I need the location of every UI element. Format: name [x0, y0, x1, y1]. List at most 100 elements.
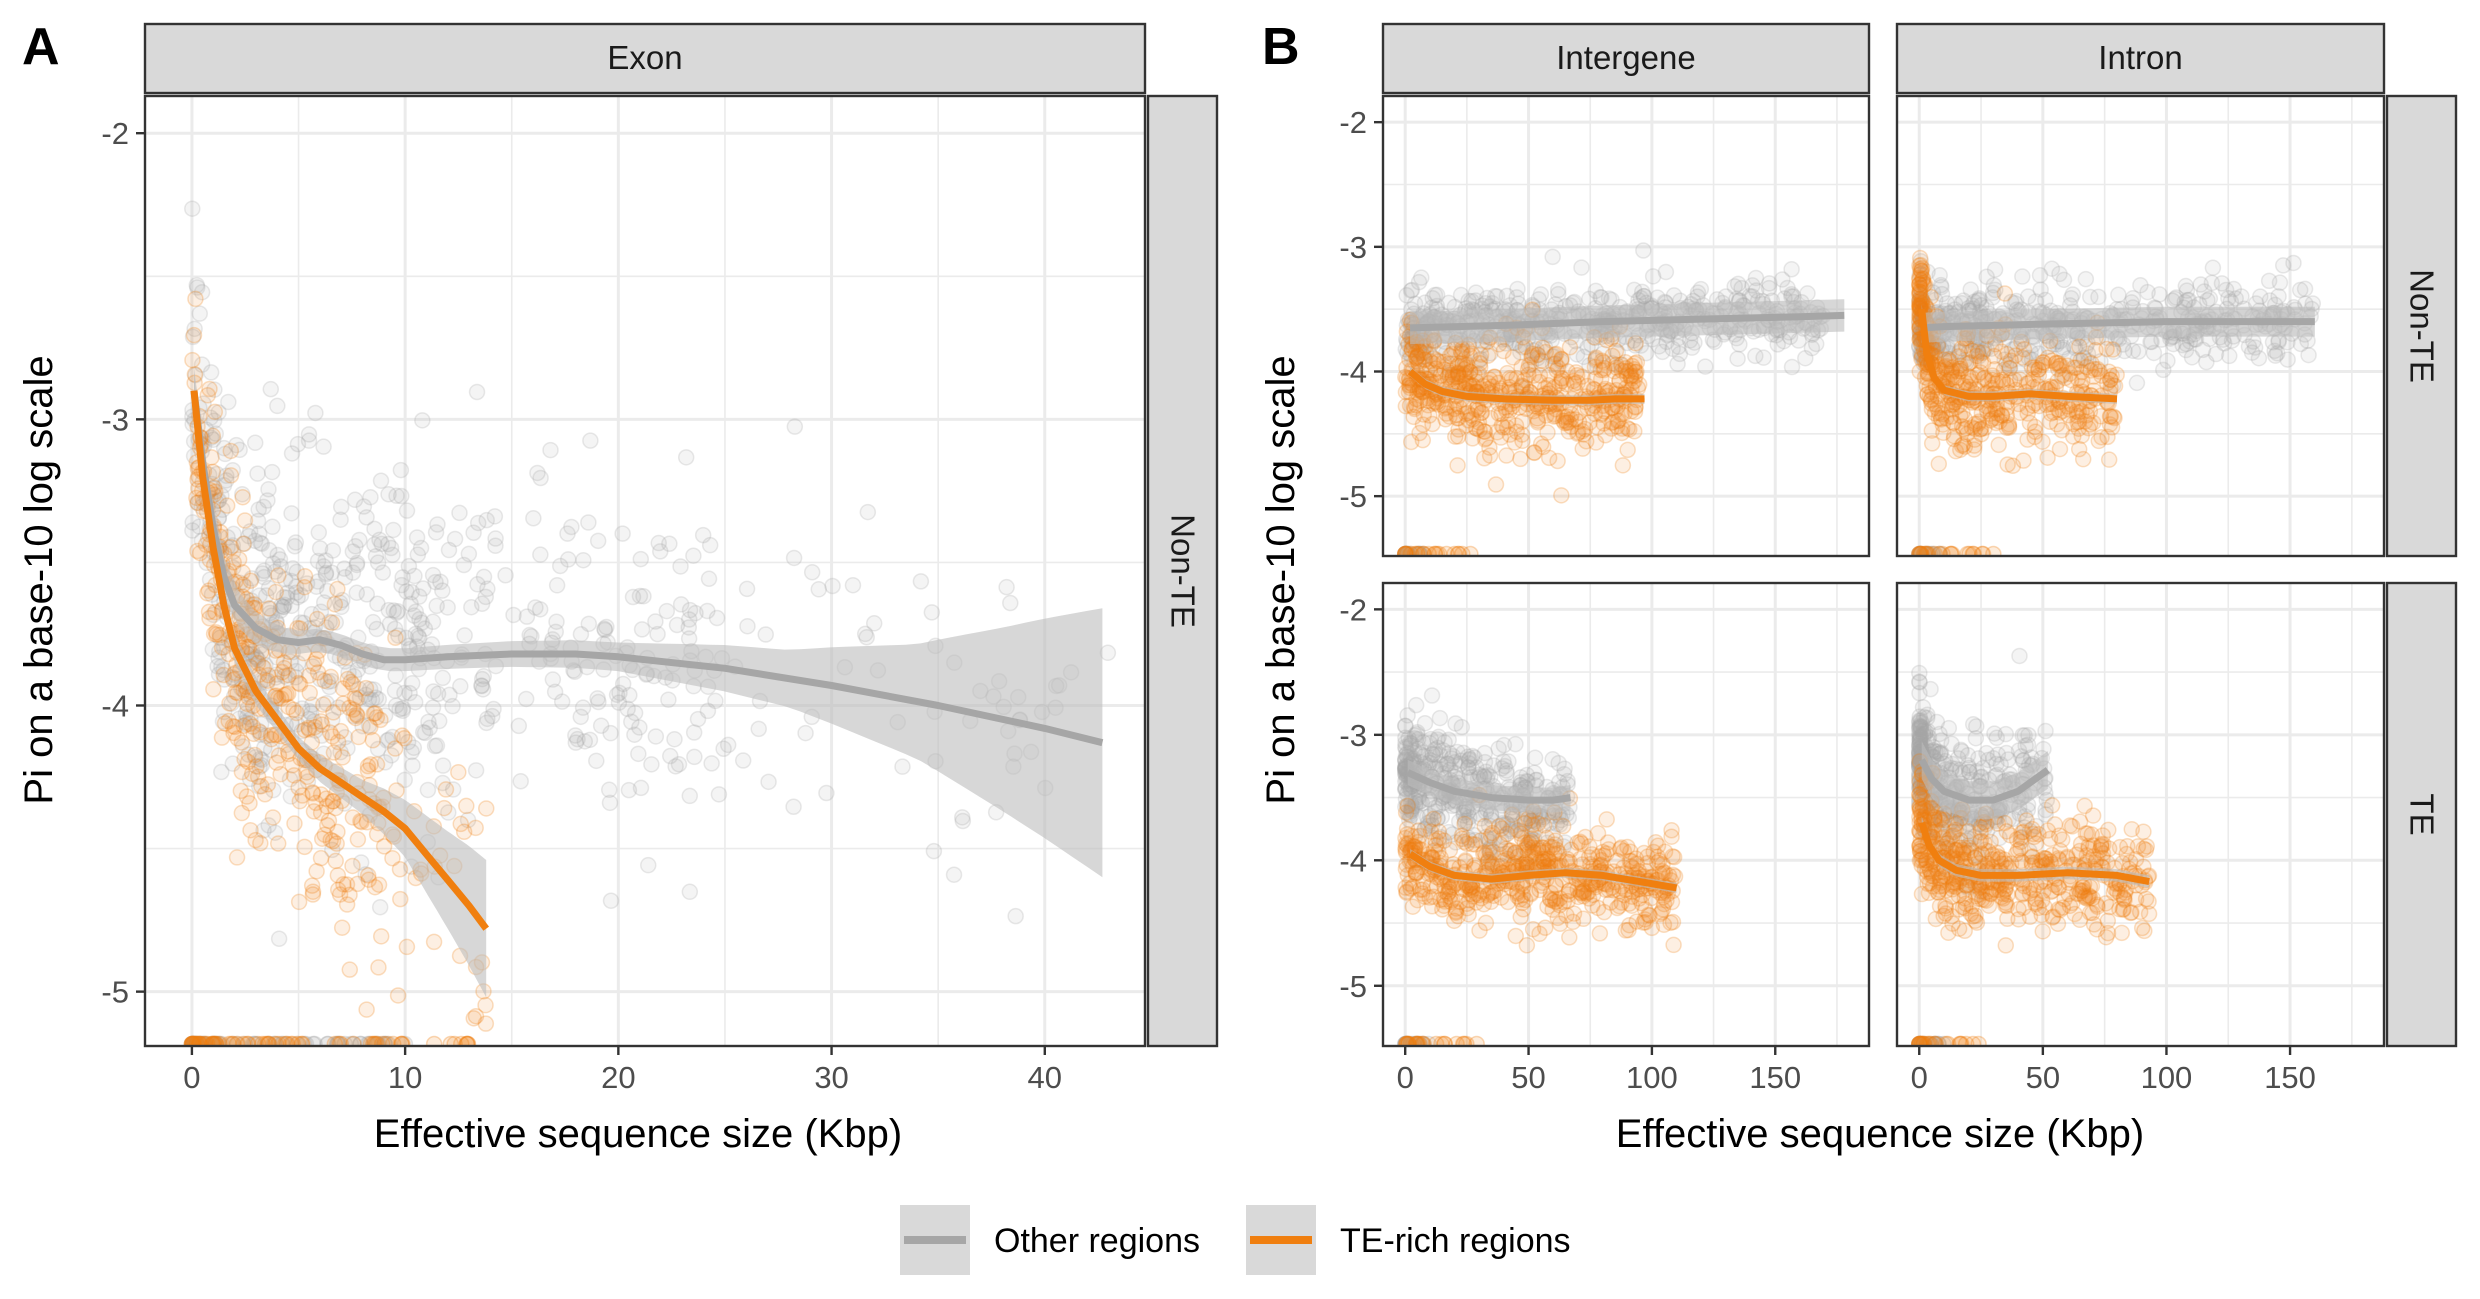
- data-point: [412, 539, 430, 557]
- data-point-floor: [183, 1035, 201, 1046]
- data-point-floor: [211, 1035, 228, 1046]
- data-point: [306, 718, 324, 736]
- data-point: [1460, 412, 1477, 429]
- data-point-floor: [352, 1035, 369, 1046]
- data-point: [453, 1061, 468, 1076]
- data-point: [1613, 356, 1630, 373]
- data-point: [1457, 359, 1475, 377]
- data-point: [1512, 343, 1529, 361]
- data-point: [312, 786, 330, 803]
- data-point: [1441, 364, 1458, 381]
- data-point: [322, 668, 340, 686]
- data-point: [1566, 375, 1583, 392]
- data-point: [1911, 260, 1929, 278]
- data-point: [2015, 341, 2033, 358]
- data-point: [1581, 357, 1598, 374]
- data-point: [1683, 339, 1701, 356]
- data-point: [1416, 294, 1434, 311]
- data-point: [1967, 729, 1985, 747]
- row-strip: [1146, 94, 1219, 1048]
- data-point: [1409, 348, 1426, 365]
- data-point: [1608, 418, 1626, 435]
- data-point: [216, 445, 234, 463]
- data-point: [1611, 372, 1628, 390]
- data-point: [2064, 286, 2082, 303]
- data-point: [286, 538, 304, 555]
- data-point: [262, 380, 280, 398]
- data-point: [283, 505, 300, 522]
- panel-tag-a: A: [22, 18, 60, 76]
- data-point: [467, 762, 485, 779]
- data-point: [1561, 338, 1579, 356]
- data-point: [341, 886, 358, 904]
- data-point: [1654, 343, 1671, 361]
- data-point: [912, 573, 930, 590]
- data-point: [1443, 355, 1461, 372]
- data-point: [1604, 347, 1621, 365]
- data-point: [218, 472, 235, 489]
- data-point: [332, 722, 350, 740]
- data-point: [1397, 383, 1415, 401]
- data-point: [289, 589, 306, 606]
- data-point: [293, 700, 311, 717]
- data-point-floor: [394, 1035, 411, 1046]
- data-point: [1513, 377, 1531, 394]
- data-point: [1460, 292, 1477, 310]
- data-point: [325, 704, 342, 721]
- data-point: [1544, 348, 1561, 365]
- data-point: [220, 712, 237, 730]
- data-point: [1457, 364, 1475, 382]
- data-point: [505, 606, 522, 624]
- data-point: [406, 693, 424, 711]
- data-point: [308, 610, 326, 628]
- data-point: [1529, 346, 1547, 364]
- data-point: [332, 498, 350, 516]
- data-point: [1595, 415, 1612, 432]
- data-point: [1424, 355, 1442, 372]
- data-point: [1911, 674, 1928, 691]
- data-point-floor: [1397, 545, 1415, 556]
- data-point-floor: [208, 1035, 225, 1046]
- data-point: [250, 525, 268, 543]
- data-point-floor: [249, 1035, 267, 1046]
- data-point: [1671, 345, 1689, 363]
- data-point: [304, 886, 322, 903]
- column-strip-label: Intergene: [1556, 39, 1695, 76]
- data-point: [381, 615, 399, 633]
- data-point: [291, 792, 309, 810]
- data-point: [2167, 289, 2185, 306]
- data-point: [1760, 279, 1778, 297]
- data-point: [283, 597, 300, 615]
- data-point: [427, 524, 445, 541]
- data-point-floor: [183, 1035, 201, 1046]
- data-point: [262, 741, 280, 759]
- data-point-floor: [378, 1035, 396, 1046]
- data-point: [1437, 411, 1454, 428]
- data-point: [596, 621, 614, 639]
- data-point: [1546, 378, 1563, 396]
- data-point: [260, 600, 278, 617]
- data-point: [1553, 487, 1570, 504]
- data-point: [1409, 347, 1427, 364]
- data-point: [1993, 343, 2010, 360]
- data-point: [1490, 740, 1507, 757]
- data-point: [308, 862, 325, 880]
- data-point: [1747, 269, 1765, 287]
- data-point: [1452, 286, 1470, 304]
- data-point: [1799, 285, 1816, 302]
- data-point: [1551, 375, 1568, 392]
- data-point: [224, 755, 242, 772]
- data-point: [1526, 444, 1543, 462]
- data-point: [272, 765, 289, 783]
- data-point: [1466, 366, 1483, 384]
- data-point: [1997, 937, 2015, 954]
- data-point: [1427, 360, 1445, 377]
- data-point: [202, 429, 220, 446]
- data-point: [237, 714, 254, 731]
- data-point: [225, 525, 242, 543]
- data-point-floor: [195, 1035, 213, 1046]
- data-point: [392, 890, 409, 908]
- data-point: [710, 786, 728, 803]
- data-point: [1593, 404, 1611, 422]
